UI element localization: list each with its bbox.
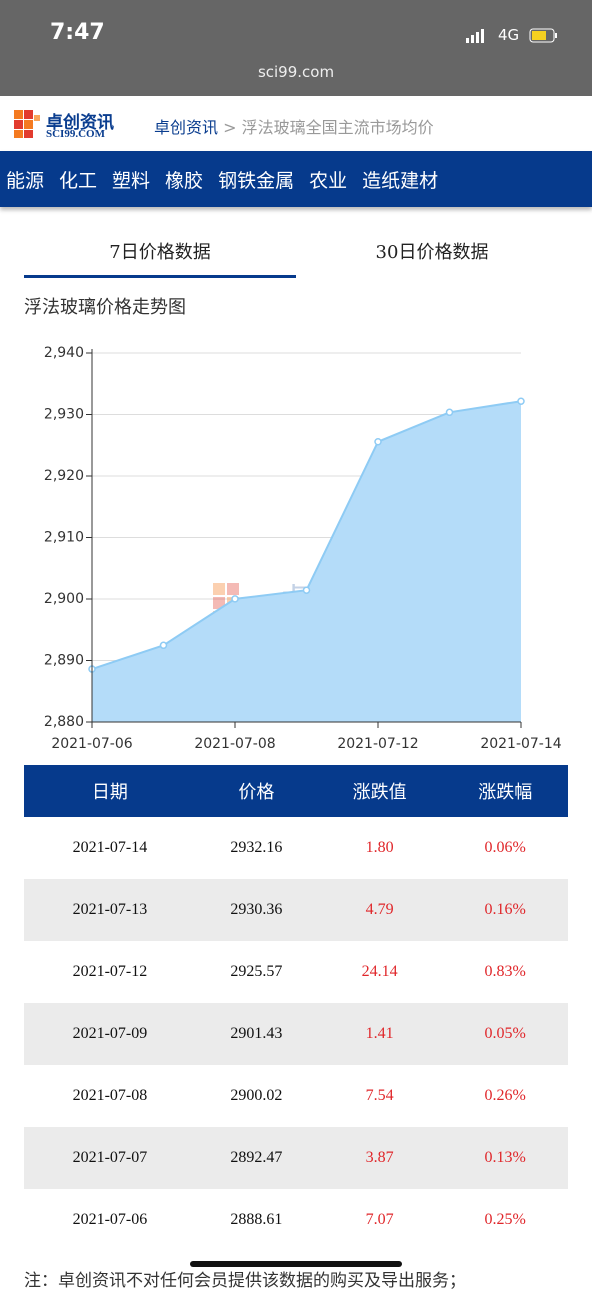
table-cell: 2900.02 [230, 1087, 283, 1104]
watermark-icon [213, 583, 225, 595]
y-tick-label: 2,910 [44, 530, 84, 546]
point [302, 586, 311, 594]
y-tick-label: 2,920 [44, 468, 84, 484]
table-cell: 0.16% [442, 879, 568, 941]
table-row: 2021-07-08 2900.02 7.54 0.26% [24, 1065, 568, 1127]
watermark-icon [227, 583, 239, 595]
chart-title: 浮法玻璃价格走势图 [24, 297, 186, 318]
table-cell: 2021-07-08 [72, 1087, 148, 1104]
nav-item[interactable]: 塑料 [112, 169, 151, 192]
point [159, 641, 168, 650]
watermark-icon [213, 597, 225, 609]
nav-bar: 能源 化工 塑料 橡胶 钢铁金属 农业 造纸建材 [0, 151, 592, 207]
area [92, 401, 521, 722]
table-cell: 2021-07-12 [72, 963, 148, 980]
point [231, 595, 239, 603]
y-tick-label: 2,940 [44, 345, 84, 361]
clock: 7:47 [50, 20, 105, 45]
status-icons [466, 28, 557, 43]
nav-item[interactable]: 钢铁金属 [218, 169, 295, 192]
tab[interactable]: 30日价格数据 [375, 242, 489, 263]
table-row: 2021-07-12 2925.57 24.14 0.83% [24, 941, 568, 1003]
table-cell: 2021-07-13 [24, 879, 196, 941]
table-cell: 2932.16 [230, 839, 283, 856]
breadcrumb-current: 浮法玻璃全国主流市场均价 [241, 118, 434, 137]
table-row: 2021-07-14 2932.16 1.80 0.06% [24, 817, 568, 879]
column-header: 日期 [24, 765, 196, 817]
y-tick-label: 2,900 [44, 591, 84, 607]
tab[interactable]: 7日价格数据 [109, 242, 211, 263]
site-header: 卓创资讯 SCI99.COM 卓创资讯 > 浮法玻璃全国主流市场均价 [0, 96, 592, 151]
footer-note: 注：卓创资讯不对任何会员提供该数据的购买及导出服务； [24, 1271, 466, 1291]
table-cell: 0.26% [484, 1087, 526, 1104]
y-tick-label: 2,930 [44, 407, 84, 423]
breadcrumb-home[interactable]: 卓创资讯 [154, 118, 219, 137]
y-tick-label: 2,890 [44, 653, 84, 669]
table-cell: 7.07 [365, 1211, 394, 1228]
y-tick-label: 2,880 [44, 714, 84, 730]
table-cell: 2021-07-07 [24, 1127, 196, 1189]
table-cell: 1.41 [316, 1003, 443, 1065]
x-tick-label: 2021-07-12 [337, 736, 418, 752]
table-cell: 2892.47 [195, 1127, 317, 1189]
breadcrumb: 卓创资讯 > 浮法玻璃全国主流市场均价 [154, 114, 434, 138]
column-header: 涨跌幅 [442, 765, 568, 817]
url[interactable]: sci99.com [257, 63, 335, 81]
nav-item[interactable]: 橡胶 [165, 169, 204, 192]
table-cell: 2930.36 [195, 879, 317, 941]
table-cell: 0.13% [442, 1127, 568, 1189]
table-cell: 2888.61 [230, 1211, 283, 1228]
x-tick-label: 2021-07-08 [194, 736, 275, 752]
table-cell: 0.83% [484, 963, 526, 980]
table-cell: 7.54 [365, 1087, 394, 1104]
column-header: 涨跌值 [316, 765, 443, 817]
home-indicator [190, 1261, 402, 1267]
logo-text[interactable]: 卓创资讯 [46, 113, 114, 133]
table-cell: 0.25% [484, 1211, 526, 1228]
logo-sub: SCI99.COM [46, 128, 105, 140]
nav-item[interactable]: 化工 [59, 169, 98, 192]
table-cell: 1.80 [365, 839, 394, 856]
tab-indicator [24, 275, 296, 278]
table-cell: 2021-07-09 [24, 1003, 196, 1065]
table-cell: 0.05% [442, 1003, 568, 1065]
price-table: 日期 价格 涨跌值 涨跌幅 2021-07-14 2932.16 1.80 0.06% 2021… [24, 765, 568, 1251]
table-cell: 2021-07-14 [72, 839, 148, 856]
column-header: 价格 [195, 765, 317, 817]
point [445, 408, 454, 417]
x-tick-label: 2021-07-06 [51, 736, 132, 752]
table-cell: 3.87 [316, 1127, 443, 1189]
table-cell: 2901.43 [195, 1003, 317, 1065]
nav-item[interactable]: 造纸建材 [362, 169, 439, 192]
x-tick-label: 2021-07-14 [480, 736, 561, 752]
table-cell: 2925.57 [230, 963, 283, 980]
table-cell: 2021-07-06 [72, 1211, 148, 1228]
table-cell: 24.14 [361, 963, 398, 980]
nav-item[interactable]: 能源 [6, 169, 45, 192]
table-cell: 0.06% [484, 839, 526, 856]
nav-item[interactable]: 农业 [309, 169, 348, 192]
table-row: 2021-07-09 2901.43 1.41 0.05% [24, 1003, 568, 1065]
table-row: 2021-07-13 2930.36 4.79 0.16% [24, 879, 568, 941]
chart: 浮法玻璃价格走势图 2,880 2,890 2,900 2,910 2,920 2,930… [24, 297, 562, 752]
point [374, 437, 382, 446]
logo-icon [14, 110, 40, 138]
table-cell: 4.79 [316, 879, 443, 941]
point [517, 397, 525, 405]
table-row: 2021-07-07 2892.47 3.87 0.13% [24, 1127, 568, 1189]
table-row: 2021-07-06 2888.61 7.07 0.25% [24, 1189, 568, 1251]
breadcrumb-sep: > [223, 118, 237, 137]
network: 4G [498, 26, 520, 44]
status-bar: 7:47 4G sci99.com [0, 0, 592, 96]
